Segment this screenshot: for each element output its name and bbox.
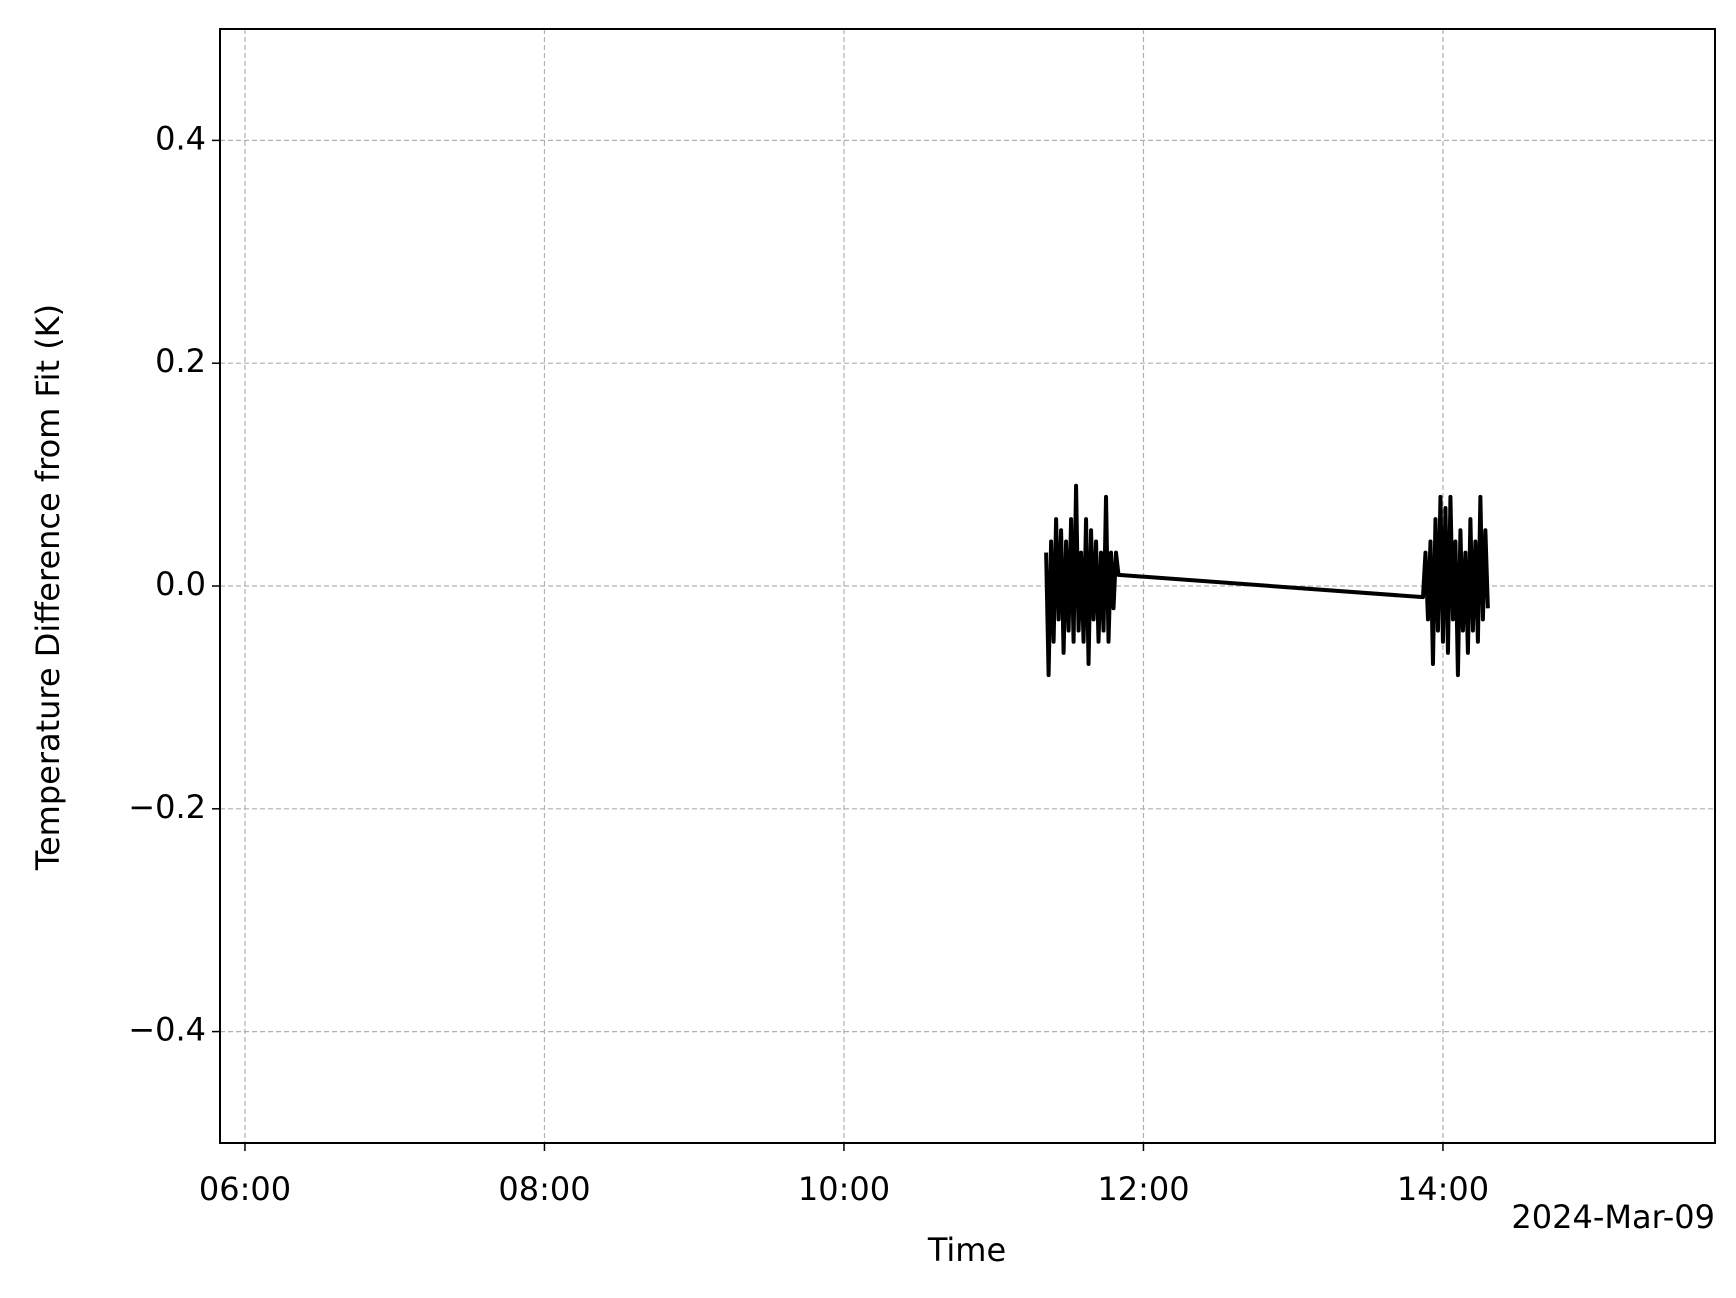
y-tick-label: 0.2 [155,342,206,380]
y-tick-label: −0.2 [128,788,206,826]
x-tick-label: 06:00 [199,1170,291,1208]
plot-frame [219,28,1716,1144]
data-line [1044,483,1490,678]
y-axis-label: Temperature Difference from Fit (K) [29,304,67,871]
y-tick-label: −0.4 [128,1011,206,1049]
x-tick-label: 12:00 [1097,1170,1189,1208]
x-tick-label: 08:00 [498,1170,590,1208]
x-tick-label: 14:00 [1397,1170,1489,1208]
x-tick-label: 10:00 [798,1170,890,1208]
x-offset-label: 2024-Mar-09 [1511,1198,1715,1236]
y-tick-label: 0.4 [155,119,206,157]
y-tick-label: 0.0 [155,565,206,603]
x-axis-label: Time [927,1231,1006,1269]
